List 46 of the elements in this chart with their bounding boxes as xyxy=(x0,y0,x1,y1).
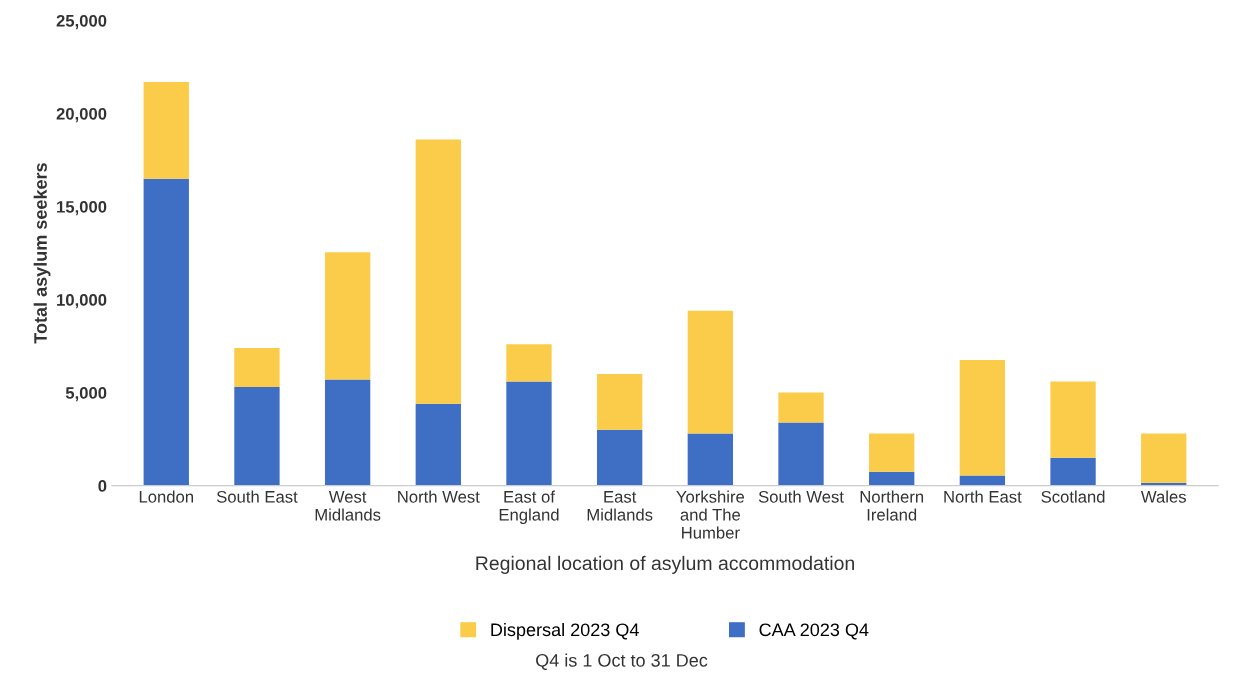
bar xyxy=(959,360,1006,476)
x-tick-label: North East xyxy=(944,490,1022,503)
x-tick-label: Northern Ireland xyxy=(860,490,924,521)
bar xyxy=(506,344,552,382)
legend-label: CAA 2023 Q4 xyxy=(759,623,869,640)
x-tick-label: East of England xyxy=(499,490,559,524)
y-tick-label: 5,000 xyxy=(65,387,107,402)
text: Q4 is 1 Oct to 31 Dec xyxy=(536,653,708,670)
x-axis-title: Regional location of asylum accommodation xyxy=(476,555,854,574)
bar xyxy=(324,252,371,380)
x-tick-label: East Midlands xyxy=(587,491,653,521)
y-tick-label: 0 xyxy=(98,480,107,492)
y-tick-label: 20,000 xyxy=(56,107,107,123)
x-tick-label: West Midlands xyxy=(315,491,381,521)
bar xyxy=(506,381,552,486)
y-axis-title: Total asylum seekers xyxy=(33,163,51,344)
bar xyxy=(234,387,280,486)
bar xyxy=(869,433,915,472)
bar xyxy=(143,81,189,179)
bar xyxy=(415,403,461,486)
x-tick-label: North West xyxy=(398,490,480,503)
bar xyxy=(687,310,734,434)
x-tick-label: Wales xyxy=(1140,490,1186,503)
x-tick-label: Scotland xyxy=(1041,490,1105,503)
bar xyxy=(1050,381,1096,458)
bar xyxy=(143,178,189,486)
y-tick-label: 25,000 xyxy=(56,14,107,30)
bar xyxy=(1141,433,1187,483)
bar xyxy=(415,139,461,404)
bar xyxy=(869,471,915,486)
bar xyxy=(959,475,1006,486)
bar xyxy=(778,422,824,486)
bar xyxy=(597,374,643,430)
x-tick-label: South West xyxy=(758,490,844,503)
bar xyxy=(778,392,824,423)
bar xyxy=(1050,457,1096,486)
x-tick-label: London xyxy=(139,490,194,503)
bar xyxy=(687,433,734,486)
bar xyxy=(324,379,371,486)
x-tick-label: Yorkshire and The Humber xyxy=(676,490,745,539)
legend-label: Dispersal 2023 Q4 xyxy=(491,622,639,640)
bar xyxy=(234,347,280,388)
y-tick-label: 10,000 xyxy=(57,293,107,309)
x-tick-label: South East xyxy=(216,490,298,503)
y-tick-label: 15,000 xyxy=(57,200,107,216)
bar xyxy=(597,429,643,486)
